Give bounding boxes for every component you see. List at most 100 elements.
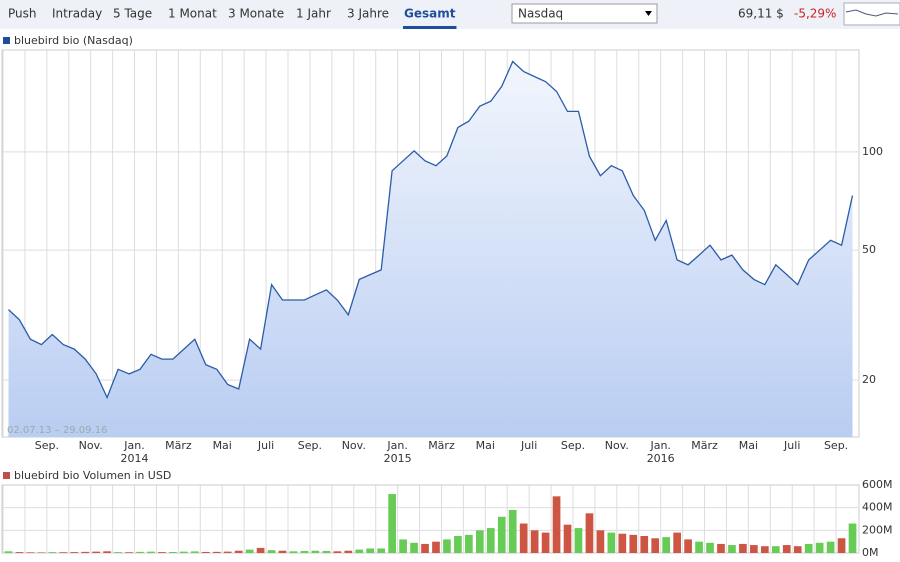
volume-bar: [267, 550, 276, 553]
legend-swatch: [3, 37, 10, 44]
volume-bar: [388, 494, 396, 553]
area: [8, 61, 853, 437]
volume-bar: [366, 548, 375, 553]
volume-bar: [245, 549, 254, 553]
volume-bar: [114, 552, 122, 553]
volume-bar: [311, 550, 320, 553]
volume-bar: [717, 543, 725, 553]
volume-bar: [541, 532, 550, 553]
tab[interactable]: Push: [8, 7, 37, 21]
volume-bar: [475, 530, 484, 553]
x-tick-label: Juli: [520, 439, 538, 452]
volume-bar: [223, 551, 232, 553]
volume-bar: [585, 513, 594, 553]
tab[interactable]: 3 Monate: [228, 7, 284, 21]
x-tick-label: Mai: [212, 439, 232, 452]
x-tick-label: Sep.: [297, 439, 323, 452]
tab[interactable]: Intraday: [52, 7, 102, 21]
x-tick-label: Juli: [257, 439, 275, 452]
x-tick-label: Sep.: [823, 439, 849, 452]
tab[interactable]: Gesamt: [404, 7, 456, 21]
exchange[interactable]: Nasdaq: [518, 7, 563, 21]
volume-bar: [804, 543, 813, 553]
volume-bar: [651, 538, 660, 553]
volume-bar: [234, 550, 243, 553]
volume-bar: [344, 550, 353, 553]
volume-bar: [640, 536, 649, 553]
volume-bar: [684, 539, 692, 553]
volume-bar: [793, 546, 802, 553]
y-tick-label: 400M: [862, 501, 893, 514]
legend-swatch: [3, 472, 10, 479]
x-tick-label: Nov.: [604, 439, 629, 452]
volume-bar: [81, 551, 90, 553]
volume-bar: [673, 532, 681, 553]
volume-bar: [552, 496, 561, 553]
volume-bar: [158, 552, 166, 553]
volume-bar: [837, 538, 846, 553]
volume-bar: [728, 545, 736, 553]
volume-bar: [421, 543, 429, 553]
volume-bar: [519, 523, 528, 553]
volume-bar: [607, 532, 616, 553]
volume-bar: [26, 552, 35, 553]
x-tick-label: März: [691, 439, 718, 452]
volume-bar: [760, 546, 769, 553]
x-tick-label: Jan. 2014: [120, 439, 149, 465]
x-tick-label: März: [165, 439, 192, 452]
volume-bar: [136, 551, 144, 553]
volume-bar: [15, 552, 24, 553]
volume-bar: [70, 552, 79, 553]
volume-bar: [618, 533, 627, 553]
volume-bar: [826, 541, 835, 553]
volume-bar: [497, 516, 506, 553]
x-tick-label: Nov.: [341, 439, 366, 452]
x-tick-label: März: [428, 439, 455, 452]
volume-bar: [399, 539, 407, 553]
active-tab-underline: [403, 26, 457, 29]
volume-bar: [596, 530, 605, 553]
volume-bar: [454, 536, 462, 553]
volume-bar: [4, 551, 13, 553]
volume-bar: [147, 551, 155, 553]
y-tick-label: 200M: [862, 523, 893, 536]
volume-bar: [706, 542, 714, 553]
mini-chart[interactable]: [843, 2, 900, 26]
exchange-select[interactable]: [511, 3, 658, 24]
y-tick-label: 50: [862, 243, 876, 256]
volume-bar: [190, 551, 199, 553]
legend: bluebird bio (Nasdaq): [14, 34, 133, 47]
dropdown-arrow[interactable]: [645, 11, 652, 16]
tab[interactable]: 1 Jahr: [296, 7, 331, 21]
mini-line: [845, 9, 899, 17]
volume-bar: [508, 509, 517, 553]
volume-bar: [662, 537, 671, 553]
volume-bar: [750, 545, 758, 553]
volume-bar: [739, 543, 747, 553]
volume-bar: [278, 550, 287, 553]
volume-bar: [410, 542, 418, 553]
volume-bar: [125, 552, 133, 553]
volume-bar: [574, 528, 583, 553]
price-line: [8, 60, 854, 400]
volume-bar: [815, 542, 824, 553]
tab[interactable]: 3 Jahre: [347, 7, 389, 21]
y-tick-label: 0M: [862, 546, 879, 559]
tab[interactable]: 5 Tage: [113, 7, 152, 21]
x-tick-label: Mai: [475, 439, 495, 452]
volume-bar: [432, 541, 440, 553]
price: 69,11 $: [738, 7, 784, 21]
volume-bar: [443, 539, 451, 553]
tab[interactable]: 1 Monat: [168, 7, 217, 21]
volume-bar: [256, 547, 265, 553]
volume-bar: [465, 534, 473, 553]
volume-bar: [377, 548, 386, 553]
toolbar: [0, 0, 900, 29]
volume-bar: [37, 552, 46, 553]
y-tick-label: 20: [862, 373, 876, 386]
volume-bar: [629, 534, 638, 553]
volume-bar: [289, 551, 298, 553]
legend: bluebird bio Volumen in USD: [14, 469, 171, 482]
volume-bar: [48, 552, 57, 553]
